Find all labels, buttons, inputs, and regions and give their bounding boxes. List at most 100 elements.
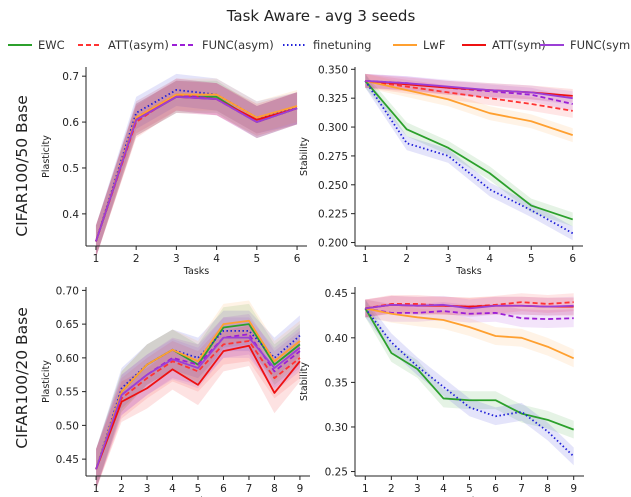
confidence-band-att-asym- <box>365 293 574 318</box>
panels: 1 2 3 4 5 6 0.4 0.5 0.6 0.7 Tasks Plasticity 1 2 3 4 5 6 0… <box>41 64 584 497</box>
x-tick-label: 1 <box>93 483 100 495</box>
y-tick-label: 0.200 <box>318 238 348 250</box>
legend-label: finetuning <box>313 38 371 52</box>
x-tick-label: 8 <box>544 483 551 495</box>
x-tick-label: 6 <box>294 253 301 265</box>
x-tick-label: 7 <box>518 483 525 495</box>
y-tick-label: 0.7 <box>62 71 79 83</box>
series-line-att-asym- <box>365 79 573 112</box>
y-tick-label: 0.65 <box>56 319 79 331</box>
series-line-att-asym- <box>95 340 301 470</box>
confidence-band-att-sym- <box>95 80 298 258</box>
x-axis-label: Tasks <box>183 266 210 277</box>
series-line-ewc <box>364 307 575 431</box>
figure-title: Task Aware - avg 3 seeds <box>226 7 416 25</box>
legend-label: ATT(asym) <box>108 38 169 52</box>
legend-label: FUNC(sym) <box>570 38 631 52</box>
confidence-band-func-sym- <box>96 317 300 490</box>
y-tick-label: 0.30 <box>325 422 348 434</box>
x-tick-label: 2 <box>118 483 125 495</box>
y-tick-label: 0.55 <box>56 387 79 399</box>
x-tick-label: 4 <box>486 253 493 265</box>
y-tick-label: 0.5 <box>62 163 79 175</box>
y-axis-label: Plasticity <box>41 135 52 178</box>
y-tick-label: 0.50 <box>56 420 79 432</box>
confidence-band-ewc <box>95 80 298 258</box>
y-tick-label: 0.6 <box>62 117 79 129</box>
x-tick-label: 3 <box>144 483 151 495</box>
x-tick-label: 3 <box>445 253 452 265</box>
y-tick-label: 0.40 <box>325 333 348 345</box>
legend-label: EWC <box>38 38 65 52</box>
y-tick-label: 0.275 <box>318 151 348 163</box>
confidence-band-ewc <box>96 303 300 490</box>
series-line-func-sym- <box>95 95 298 242</box>
confidence-band-att-sym- <box>96 325 300 490</box>
series-line-func-sym- <box>95 336 301 470</box>
series-line-lwf <box>95 319 301 470</box>
series-line-att-sym- <box>95 344 301 470</box>
x-tick-label: 5 <box>466 483 473 495</box>
row-label-bottom: CIFAR100/20 Base <box>13 307 31 448</box>
row-label-top: CIFAR100/50 Base <box>13 95 31 236</box>
confidence-band-finetuning <box>96 310 300 490</box>
x-tick-label: 6 <box>492 483 499 495</box>
confidence-band-lwf <box>365 73 573 143</box>
y-tick-label: 0.300 <box>318 122 348 134</box>
confidence-band-att-asym- <box>95 78 298 258</box>
confidence-band-func-asym- <box>96 314 300 490</box>
legend-label: LwF <box>423 38 445 52</box>
y-tick-label: 0.250 <box>318 180 348 192</box>
confidence-band-finetuning <box>95 73 298 258</box>
x-tick-label: 7 <box>246 483 253 495</box>
x-tick-label: 9 <box>570 483 577 495</box>
y-tick-label: 0.45 <box>325 288 348 300</box>
x-tick-label: 1 <box>93 253 100 265</box>
x-tick-label: 6 <box>220 483 227 495</box>
series-line-finetuning <box>95 89 298 242</box>
series-line-lwf <box>365 307 575 360</box>
series-line-func-asym- <box>365 307 574 320</box>
x-tick-label: 6 <box>569 253 576 265</box>
y-axis-label: Plasticity <box>41 360 52 403</box>
y-tick-label: 0.45 <box>56 454 79 466</box>
confidence-band-ewc <box>365 73 573 227</box>
x-tick-label: 4 <box>440 483 447 495</box>
confidence-band-lwf <box>95 78 298 258</box>
series-line-finetuning <box>364 80 574 235</box>
x-tick-label: 4 <box>169 483 176 495</box>
x-axis-label: Tasks <box>455 266 482 277</box>
y-axis-label: Stability <box>299 362 310 401</box>
x-tick-label: 3 <box>414 483 421 495</box>
x-tick-label: 4 <box>213 253 220 265</box>
y-tick-label: 0.60 <box>56 353 79 365</box>
confidence-band-func-asym- <box>95 78 298 258</box>
chart-panel-1: 1 2 3 4 5 6 0.4 0.5 0.6 0.7 Tasks Plasticity <box>41 67 307 277</box>
x-tick-label: 5 <box>253 253 260 265</box>
chart-panel-3: 1234567890.450.500.550.600.650.70TasksPl… <box>41 285 310 497</box>
chart-panel-4: 1234567890.250.300.350.400.45TasksStabil… <box>299 287 584 497</box>
y-tick-label: 0.225 <box>318 209 348 221</box>
chart-panel-2: 1 2 3 4 5 6 0.200 0.225 0.250 0.275 0.300 0.325 0.35… <box>299 64 583 277</box>
confidence-band-lwf <box>96 300 300 490</box>
series-line-finetuning <box>95 329 301 470</box>
confidence-band-ewc <box>365 299 574 439</box>
x-tick-label: 5 <box>528 253 535 265</box>
confidence-band-att-asym- <box>96 320 300 490</box>
x-tick-label: 1 <box>362 483 369 495</box>
series-line-func-sym- <box>365 303 574 310</box>
confidence-band-finetuning <box>365 73 573 241</box>
x-tick-label: 5 <box>195 483 202 495</box>
x-tick-label: 2 <box>388 483 395 495</box>
x-tick-label: 9 <box>297 483 304 495</box>
x-tick-label: 1 <box>362 253 369 265</box>
y-tick-label: 0.35 <box>325 377 348 389</box>
x-tick-label: 2 <box>133 253 140 265</box>
series-line-func-sym- <box>365 79 573 100</box>
legend: EWC ATT(asym) FUNC(asym) finetuning LwF ATT(s… <box>8 38 631 52</box>
y-tick-label: 0.70 <box>56 285 79 297</box>
x-tick-label: 2 <box>403 253 410 265</box>
y-tick-label: 0.25 <box>325 467 348 479</box>
series-line-ewc <box>364 80 574 221</box>
